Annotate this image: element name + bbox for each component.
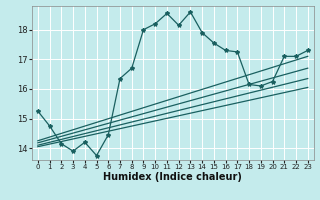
X-axis label: Humidex (Indice chaleur): Humidex (Indice chaleur) xyxy=(103,172,242,182)
